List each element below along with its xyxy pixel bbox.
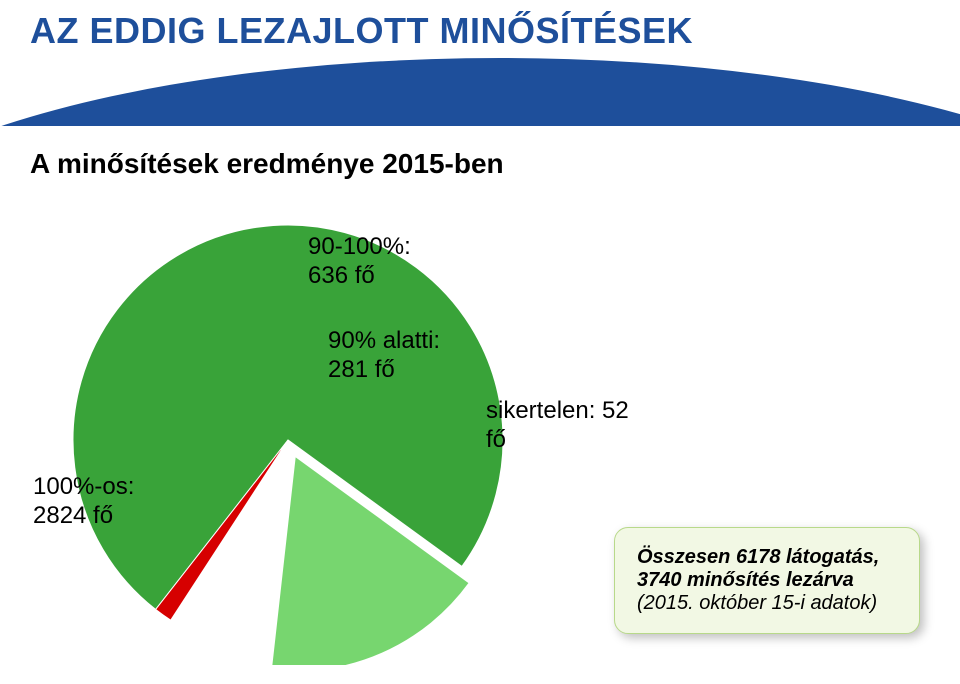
pie-label-failed: sikertelen: 52 fő [486, 397, 629, 455]
pie-label-below90: 90% alatti: 281 fő [328, 327, 440, 385]
pie-label-100pct: 100%-os: 2824 fő [33, 473, 134, 531]
page-subtitle: A minősítések eredménye 2015-ben [30, 148, 504, 180]
page-title: AZ EDDIG LEZAJLOTT MINŐSÍTÉSEK [30, 10, 693, 52]
summary-callout: Összesen 6178 látogatás, 3740 minősítés … [614, 527, 920, 634]
callout-line1: Összesen 6178 látogatás, [637, 546, 897, 569]
callout-line3: (2015. október 15-i adatok) [637, 592, 877, 614]
pie-chart-svg [28, 215, 548, 665]
pie-chart: 100%-os: 2824 fő 90-100%: 636 fő 90% alatt… [28, 215, 548, 665]
callout-line2: 3740 minősítés lezárva [637, 569, 897, 592]
pie-label-90to100: 90-100%: 636 fő [308, 233, 411, 291]
